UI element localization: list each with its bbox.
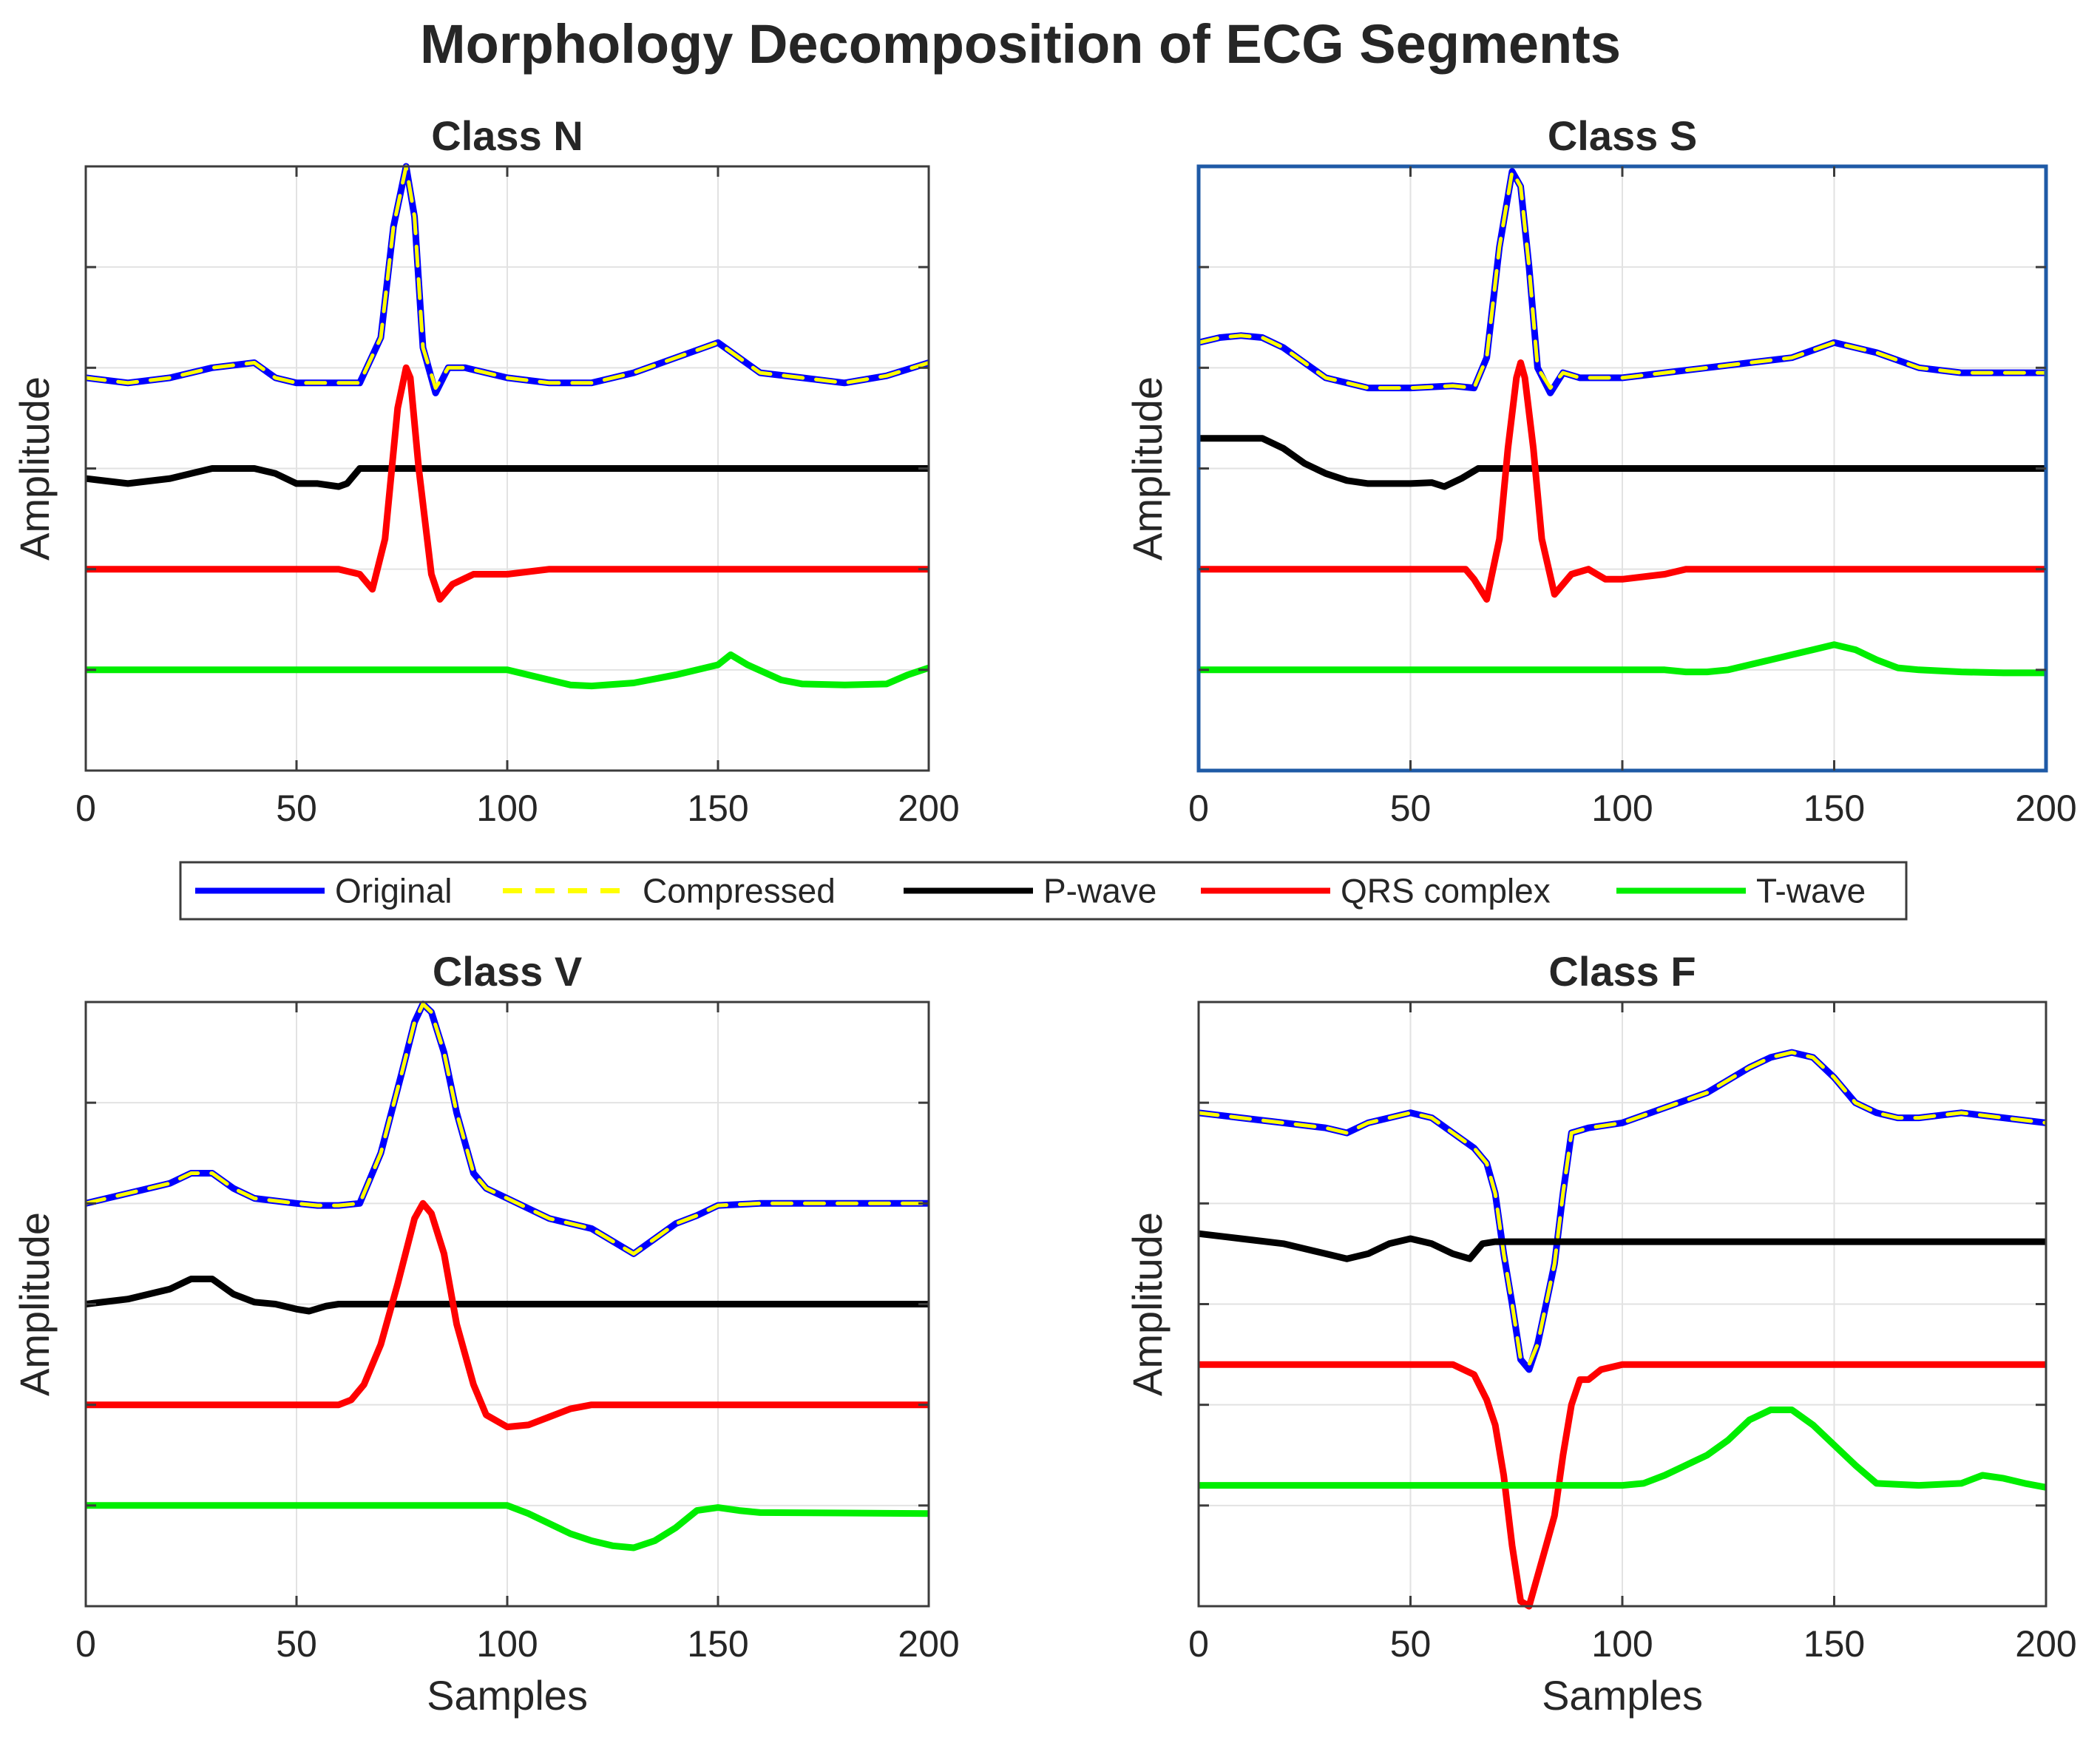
series-original-class-n	[86, 163, 929, 396]
series-compressed-class-n	[86, 164, 929, 390]
series-compressed-class-s	[1199, 169, 2046, 390]
subplot-title-class-f: Class F	[1548, 948, 1696, 995]
y-axis-label-class-v: Amplitude	[11, 1212, 58, 1396]
legend-entry-t-wave: T-wave	[1616, 872, 1866, 910]
x-tick-label: 50	[276, 788, 317, 829]
x-tick-label: 0	[75, 1623, 96, 1665]
y-axis-label-class-n: Amplitude	[11, 376, 58, 561]
panel-class-v: 0 50 100 150 200 Class V Amplitude Samples	[11, 948, 960, 1719]
y-axis-label-class-s: Amplitude	[1124, 376, 1171, 561]
legend-label-p-wave: P-wave	[1043, 872, 1156, 910]
series-qrs-complex-class-f	[1199, 1361, 2046, 1610]
x-tick-label: 0	[75, 788, 96, 829]
x-tick-label: 100	[476, 1623, 538, 1665]
series-qrs-complex-class-n	[86, 364, 929, 603]
x-tick-label: 100	[1591, 788, 1653, 829]
x-tick-label: 200	[2015, 1623, 2076, 1665]
figure-title: Morphology Decomposition of ECG Segments	[420, 13, 1621, 75]
x-tick-label: 50	[276, 1623, 317, 1665]
subplot-title-class-s: Class S	[1548, 112, 1697, 159]
x-tick-label: 100	[476, 788, 538, 829]
x-tick-label: 0	[1188, 1623, 1209, 1665]
x-axis-label-class-v: Samples	[427, 1672, 588, 1719]
series-group-class-s	[1199, 168, 2046, 677]
legend-label-original: Original	[335, 872, 453, 910]
series-p-wave-class-n	[86, 465, 929, 490]
x-axis-label-class-f: Samples	[1542, 1672, 1703, 1719]
x-tick-label: 150	[1803, 1623, 1865, 1665]
series-t-wave-class-f	[1199, 1407, 2046, 1491]
series-p-wave-class-f	[1199, 1230, 2046, 1262]
panel-class-n: 0 50 100 150 200 Class N Amplitude	[11, 112, 960, 829]
series-compressed-class-f	[1199, 1050, 2046, 1367]
series-group-class-v	[86, 1001, 929, 1551]
x-tick-label: 200	[2015, 788, 2076, 829]
series-compressed-class-v	[86, 1002, 929, 1256]
legend-entry-qrs-complex: QRS complex	[1201, 872, 1551, 910]
series-group-class-n	[86, 163, 929, 690]
panel-class-f: 0 50 100 150 200 Class F Amplitude Samples	[1124, 948, 2077, 1719]
legend-entry-compressed: Compressed	[503, 872, 836, 910]
legend-label-t-wave: T-wave	[1756, 872, 1866, 910]
grid-class-f	[1199, 1002, 2046, 1606]
legend-entry-original: Original	[195, 872, 453, 910]
panel-class-s: 0 50 100 150 200 Class S Amplitude	[1124, 112, 2077, 829]
subplot-title-class-n: Class N	[431, 112, 583, 159]
legend-label-qrs-complex: QRS complex	[1341, 872, 1551, 910]
x-tick-label: 100	[1591, 1623, 1653, 1665]
subplot-title-class-v: Class V	[433, 948, 582, 995]
subplot-grid: 0 50 100 150 200 Class N Amplitude 0 50 100 150 200…	[11, 112, 2077, 1719]
y-axis-label-class-f: Amplitude	[1124, 1212, 1171, 1396]
series-qrs-complex-class-s	[1199, 359, 2046, 603]
x-tick-label: 50	[1390, 1623, 1432, 1665]
x-tick-label: 0	[1188, 788, 1209, 829]
x-tick-label: 150	[687, 1623, 748, 1665]
x-tick-label: 150	[687, 788, 748, 829]
x-tick-label: 50	[1390, 788, 1432, 829]
series-qrs-complex-class-v	[86, 1199, 929, 1431]
x-tick-label: 150	[1803, 788, 1865, 829]
series-t-wave-class-n	[86, 651, 929, 690]
x-tick-label: 200	[898, 1623, 959, 1665]
series-p-wave-class-s	[1199, 435, 2046, 490]
legend-label-compressed: Compressed	[643, 872, 836, 910]
legend: Original Compressed P-wave QRS complex T-wav…	[179, 861, 1908, 921]
x-tick-label: 200	[898, 788, 959, 829]
legend-entry-p-wave: P-wave	[904, 872, 1156, 910]
series-t-wave-class-v	[86, 1502, 929, 1551]
series-group-class-f	[1199, 1049, 2046, 1610]
series-t-wave-class-s	[1199, 641, 2046, 677]
